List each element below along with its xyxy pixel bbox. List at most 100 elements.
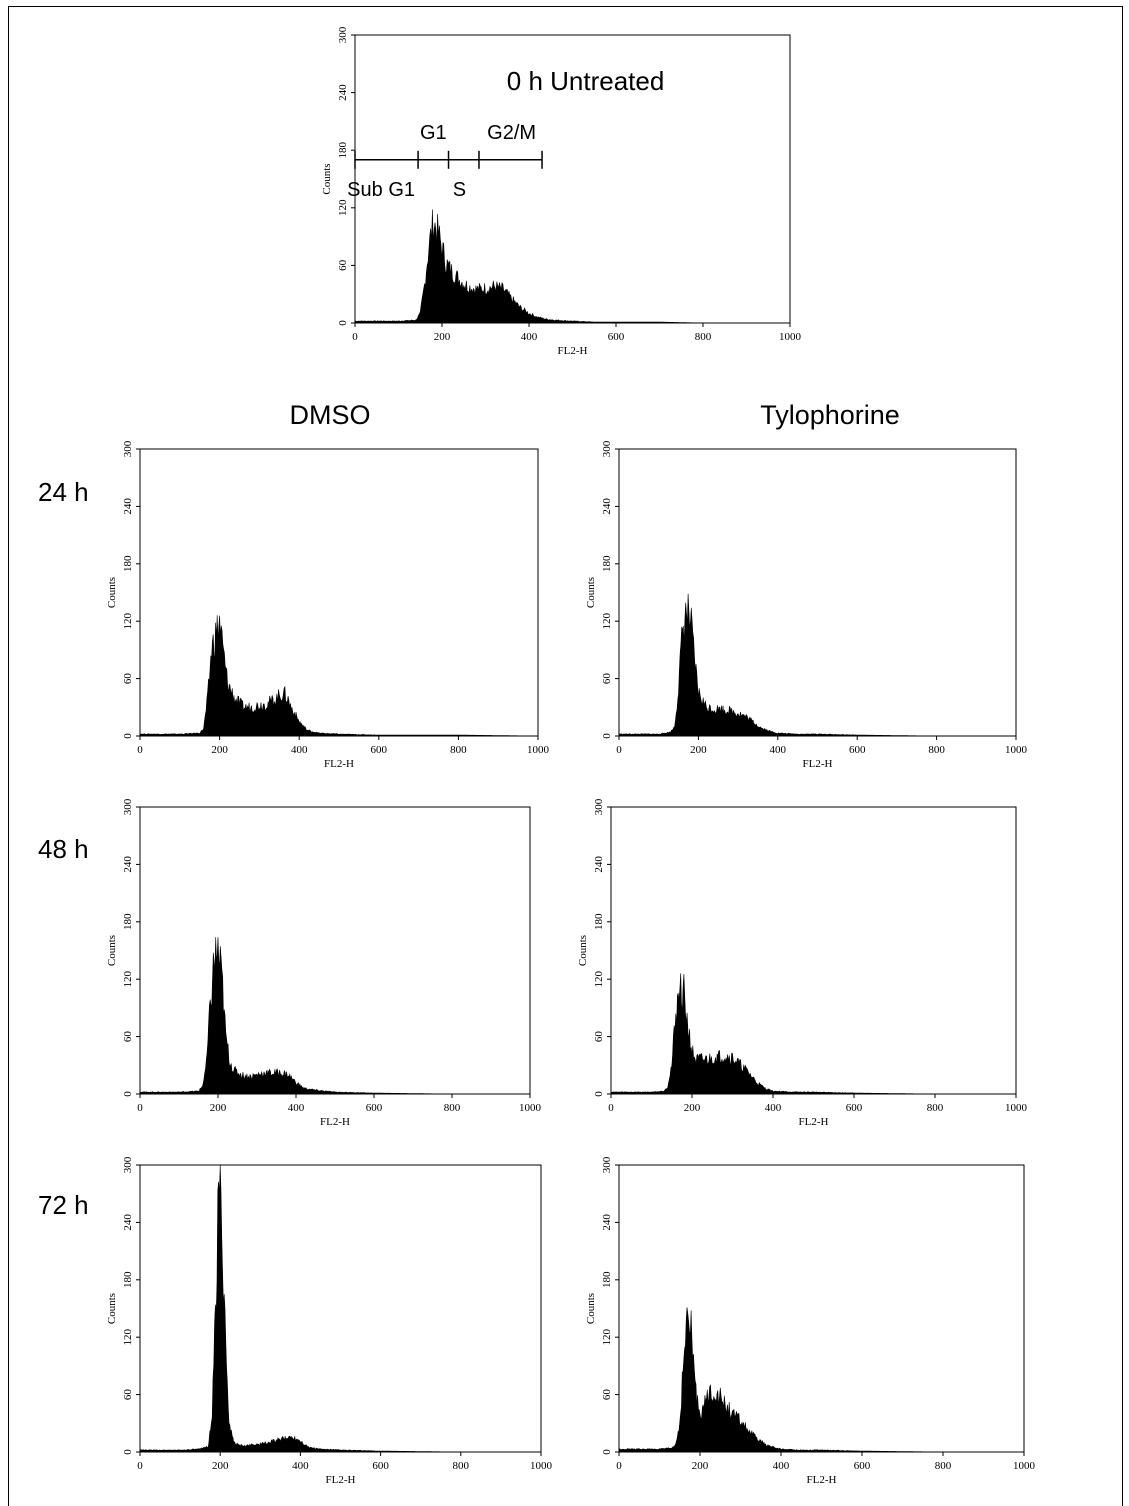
chart-panel-dmso-72h: 0 200 400 600 800 1000 0 60 120 180 240 300 FL2-H Cou… — [106, 1156, 553, 1486]
y-tick-label: 180 — [122, 913, 134, 930]
y-tick-label: 300 — [601, 440, 613, 457]
x-tick-label: 0 — [608, 1102, 614, 1114]
x-tick-label: 400 — [765, 1102, 782, 1114]
plot-frame — [618, 1164, 1025, 1453]
histogram-area — [139, 937, 530, 1095]
y-axis-label: Counts — [585, 577, 597, 608]
y-tick-label: 180 — [337, 141, 349, 158]
x-tick-label: 1000 — [779, 331, 802, 343]
x-axis-label: FL2-H — [799, 1116, 829, 1128]
x-tick-label: 1000 — [1013, 1460, 1036, 1472]
x-tick-label: 400 — [770, 744, 787, 756]
x-tick-label: 600 — [849, 744, 866, 756]
x-tick-label: 1000 — [527, 744, 550, 756]
x-tick-label: 0 — [352, 331, 358, 343]
x-tick-label: 0 — [137, 1460, 143, 1472]
chart-panel-dmso-24h: 0 200 400 600 800 1000 0 60 120 180 240 300 FL2-H Cou… — [106, 440, 550, 770]
x-axis-label: FL2-H — [320, 1116, 350, 1128]
histogram-area — [618, 593, 1016, 737]
x-axis-label: FL2-H — [558, 345, 588, 357]
x-tick-label: 600 — [372, 1460, 389, 1472]
x-tick-label: 200 — [212, 1460, 229, 1472]
x-tick-label: 400 — [291, 744, 308, 756]
y-tick-label: 240 — [122, 1214, 134, 1231]
y-tick-label: 60 — [337, 259, 349, 271]
x-axis-label: FL2-H — [803, 758, 833, 770]
y-tick-label: 0 — [593, 1091, 605, 1097]
y-tick-label: 60 — [601, 1389, 613, 1401]
plot-frame — [139, 448, 539, 737]
chart-panel-untreated-0h: 0 200 400 600 800 1000 0 60 120 180 240 300 FL2-H Cou… — [321, 26, 802, 357]
y-tick-label: 0 — [601, 1449, 613, 1455]
y-tick-label: 120 — [337, 199, 349, 216]
y-tick-label: 300 — [593, 798, 605, 815]
row-label-24h: 24 h — [38, 477, 89, 507]
x-tick-label: 800 — [927, 1102, 944, 1114]
plot-frame — [618, 448, 1017, 737]
y-axis-label: Counts — [321, 163, 333, 194]
y-tick-label: 300 — [337, 26, 349, 43]
y-tick-label: 0 — [122, 1449, 134, 1455]
x-tick-label: 200 — [211, 744, 228, 756]
y-tick-label: 0 — [337, 320, 349, 326]
chart-title: 0 h Untreated — [507, 66, 665, 96]
x-tick-label: 1000 — [530, 1460, 553, 1472]
y-tick-label: 300 — [601, 1156, 613, 1173]
y-tick-label: 240 — [337, 84, 349, 101]
x-tick-label: 600 — [854, 1460, 871, 1472]
plot-frame — [610, 806, 1017, 1095]
y-tick-label: 300 — [122, 440, 134, 457]
x-tick-label: 0 — [137, 744, 143, 756]
x-tick-label: 600 — [371, 744, 388, 756]
y-tick-label: 120 — [593, 970, 605, 987]
figure-border — [8, 6, 1123, 1506]
chart-panel-tylophorine-48h: 0 200 400 600 800 1000 0 60 120 180 240 300 FL2-H Cou… — [577, 798, 1028, 1128]
y-tick-label: 120 — [122, 1328, 134, 1345]
column-header-tylophorine: Tylophorine — [760, 400, 900, 430]
y-tick-label: 240 — [593, 856, 605, 873]
x-tick-label: 400 — [773, 1460, 790, 1472]
y-axis-label: Counts — [577, 935, 589, 966]
y-tick-label: 240 — [122, 498, 134, 515]
chart-panel-tylophorine-24h: 0 200 400 600 800 1000 0 60 120 180 240 300 FL2-H Cou… — [585, 440, 1028, 770]
x-tick-label: 200 — [690, 744, 707, 756]
y-tick-label: 120 — [601, 612, 613, 629]
y-tick-label: 180 — [601, 1271, 613, 1288]
y-tick-label: 240 — [601, 498, 613, 515]
histogram-area — [354, 209, 790, 324]
x-tick-label: 400 — [292, 1460, 309, 1472]
x-tick-label: 800 — [450, 744, 467, 756]
x-tick-label: 800 — [444, 1102, 461, 1114]
x-axis-label: FL2-H — [807, 1474, 837, 1486]
y-tick-label: 300 — [122, 1156, 134, 1173]
x-tick-label: 200 — [692, 1460, 709, 1472]
x-tick-label: 200 — [210, 1102, 227, 1114]
x-tick-label: 800 — [453, 1460, 470, 1472]
x-tick-label: 0 — [616, 744, 622, 756]
x-tick-label: 600 — [608, 331, 625, 343]
y-axis-label: Counts — [106, 1293, 118, 1324]
x-tick-label: 1000 — [519, 1102, 542, 1114]
x-tick-label: 600 — [846, 1102, 863, 1114]
x-tick-label: 800 — [928, 744, 945, 756]
y-tick-label: 60 — [601, 673, 613, 685]
y-tick-label: 0 — [601, 733, 613, 739]
x-tick-label: 800 — [935, 1460, 952, 1472]
histogram-area — [139, 615, 538, 737]
y-tick-label: 180 — [122, 1271, 134, 1288]
x-tick-label: 0 — [616, 1460, 622, 1472]
x-tick-label: 0 — [137, 1102, 143, 1114]
y-tick-label: 180 — [601, 555, 613, 572]
x-tick-label: 200 — [684, 1102, 701, 1114]
histogram-area — [610, 973, 1016, 1095]
x-tick-label: 800 — [695, 331, 712, 343]
x-tick-label: 600 — [366, 1102, 383, 1114]
x-tick-label: 400 — [288, 1102, 305, 1114]
gate-label: G2/M — [487, 122, 536, 144]
y-tick-label: 60 — [593, 1031, 605, 1043]
y-tick-label: 60 — [122, 1031, 134, 1043]
gate-label: G1 — [420, 122, 447, 144]
row-label-72h: 72 h — [38, 1190, 89, 1220]
y-tick-label: 0 — [122, 1091, 134, 1097]
histogram-area — [618, 1307, 1024, 1453]
